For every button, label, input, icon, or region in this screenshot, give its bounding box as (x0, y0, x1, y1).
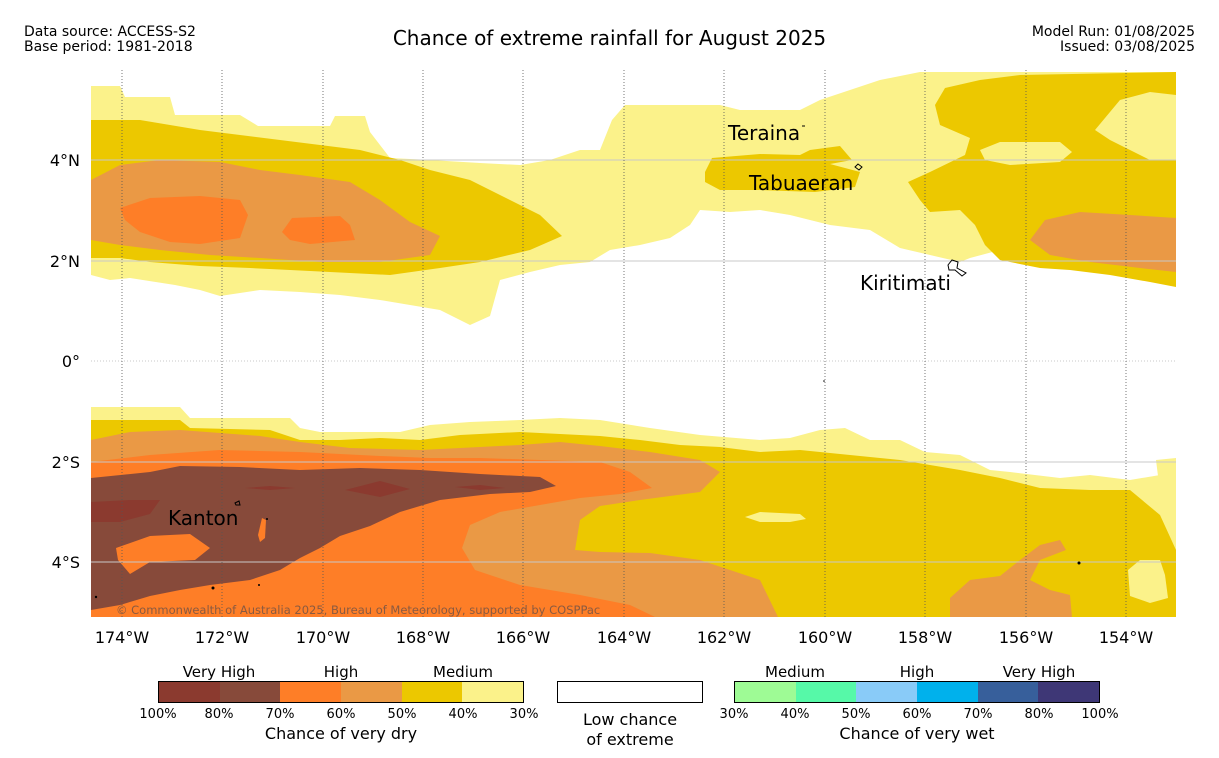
wet-swatch (795, 682, 857, 702)
neutral-caption-line2: of extreme (586, 730, 674, 749)
wet-tick: 50% (841, 707, 871, 722)
south-light-pocket (745, 512, 806, 522)
south-very-high-core-region-2 (245, 486, 295, 490)
wet-tick: 30% (719, 707, 749, 722)
map-gridlines (91, 70, 1176, 617)
copyright-notice: © Commonwealth of Australia 2025, Bureau… (116, 603, 600, 617)
data-source-label: Data source: ACCESS-S2 (24, 24, 196, 40)
island-dot (94, 595, 98, 599)
dry-tick: 70% (265, 707, 295, 722)
dry-tick: 100% (139, 707, 177, 722)
place-label-teraina: Teraina (727, 121, 800, 145)
dry-tick: 30% (509, 707, 539, 722)
north-light-east-hole (980, 142, 1072, 165)
lon-label: 166°W (496, 628, 551, 647)
dry-swatch (401, 682, 463, 702)
dry-swatch (341, 682, 402, 702)
south-very-high-region (91, 466, 556, 610)
dry-group-high: High (323, 663, 359, 681)
island-dot (266, 518, 268, 520)
south-light-pocket-2 (1128, 560, 1168, 603)
wet-tick: 70% (963, 707, 993, 722)
south-high-east-region (950, 540, 1072, 617)
lon-label: 154°W (1099, 628, 1154, 647)
dry-swatch (280, 682, 342, 702)
dry-colorbar (158, 681, 524, 703)
kiritimati-island-outline (947, 259, 967, 277)
model-run-label: Model Run: 01/08/2025 (1031, 24, 1195, 40)
neutral-swatch (557, 681, 703, 703)
wet-swatch (735, 682, 796, 702)
lat-label: 4°N (50, 151, 80, 170)
wet-tick: 100% (1081, 707, 1119, 722)
south-very-high-core-region-3 (345, 481, 410, 497)
island-dot (258, 584, 260, 586)
wet-tick: 40% (780, 707, 810, 722)
issued-label: Issued: 03/08/2025 (1060, 39, 1195, 55)
south-light-pocket-3 (1156, 458, 1176, 478)
dry-caption: Chance of very dry (264, 724, 418, 743)
island-dot (211, 586, 215, 590)
lon-label: 172°W (195, 628, 250, 647)
wet-swatch (1038, 682, 1100, 702)
island-outlines (234, 125, 967, 506)
wet-caption: Chance of very wet (839, 724, 995, 743)
wet-swatch (917, 682, 978, 702)
wet-colorbar (734, 681, 1100, 703)
dry-swatch (159, 682, 220, 702)
north-high-east-region (1030, 212, 1176, 272)
place-label-tabuaeran: Tabuaeran (748, 171, 853, 195)
dry-swatch (462, 682, 524, 702)
lat-label: 2°N (50, 252, 80, 271)
dry-group-very-high: Very High (182, 663, 256, 681)
lon-label: 156°W (999, 628, 1054, 647)
south-high-pocket (116, 534, 210, 574)
dry-tick: 40% (448, 707, 478, 722)
wet-swatch (977, 682, 1039, 702)
dry-swatch (219, 682, 281, 702)
tabuaeran-island-outline (854, 163, 863, 171)
north-medium-island-region (705, 146, 860, 192)
lat-label: 0° (62, 352, 80, 371)
dry-tick: 60% (326, 707, 356, 722)
lon-label: 158°W (898, 628, 953, 647)
jarvis-island-dot (823, 380, 825, 382)
lon-label: 174°W (95, 628, 150, 647)
lon-label: 168°W (396, 628, 451, 647)
lat-label: 4°S (52, 553, 80, 572)
south-very-high-core-region (91, 500, 160, 522)
north-light-east-hole-2 (1095, 92, 1176, 160)
lon-label: 160°W (798, 628, 853, 647)
wet-group-very-high: Very High (1002, 663, 1076, 681)
wet-group-medium: Medium (765, 663, 825, 681)
map-title: Chance of extreme rainfall for August 20… (392, 26, 827, 50)
dry-group-medium: Medium (433, 663, 493, 681)
dry-tick: 50% (387, 707, 417, 722)
wet-tick: 80% (1024, 707, 1054, 722)
island-dot (1077, 561, 1081, 565)
wet-tick: 60% (902, 707, 932, 722)
north-high-core-west-region (120, 196, 248, 244)
lon-label: 162°W (697, 628, 752, 647)
neutral-caption-line1: Low chance (582, 710, 678, 729)
wet-swatch (856, 682, 918, 702)
lon-label: 170°W (296, 628, 351, 647)
lon-label: 164°W (597, 628, 652, 647)
place-label-kanton: Kanton (168, 506, 238, 530)
dry-tick: 80% (204, 707, 234, 722)
rainfall-map: Teraina Tabuaeran Kiritimati Kanton © Co… (50, 70, 1176, 647)
map-plot-area (91, 70, 1176, 617)
kanton-island-outline (234, 500, 241, 506)
south-very-high-core-region-4 (455, 485, 505, 490)
north-high-core-mid-region (282, 216, 355, 244)
wet-group-high: High (899, 663, 935, 681)
base-period-label: Base period: 1981-2018 (24, 39, 193, 55)
lat-label: 2°S (52, 453, 80, 472)
place-label-kiritimati: Kiritimati (860, 271, 951, 295)
south-high-pocket-2 (258, 518, 266, 542)
